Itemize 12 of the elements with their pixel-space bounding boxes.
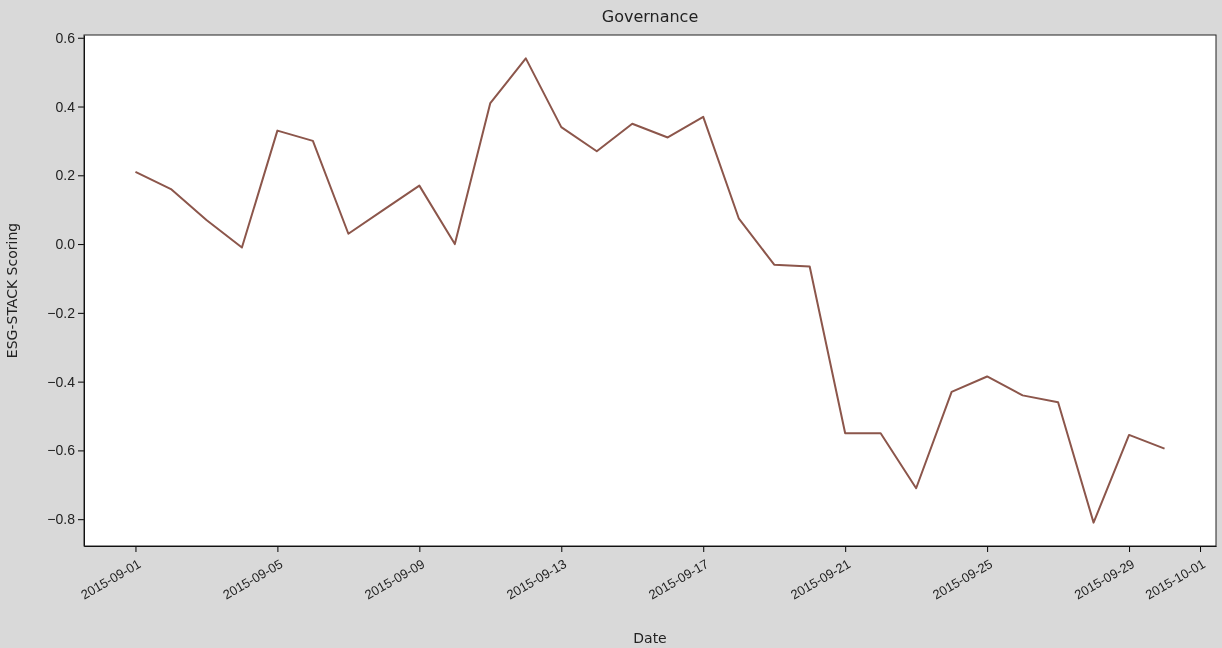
chart-title: Governance [601,7,699,26]
x-axis-title: Date [633,630,667,646]
y-tick-label: 0.6 [55,29,76,46]
y-tick-label: −0.8 [47,511,76,528]
y-tick-label: 0.0 [55,236,76,253]
y-tick-label: 0.4 [55,98,76,115]
y-tick-label: 0.2 [55,167,76,184]
y-tick-label: −0.6 [47,442,76,459]
line-series [134,57,1166,524]
y-axis-title: ESG-STACK Scoring [4,222,20,359]
y-tick-label: −0.4 [47,373,76,390]
y-tick-label: −0.2 [47,304,76,321]
